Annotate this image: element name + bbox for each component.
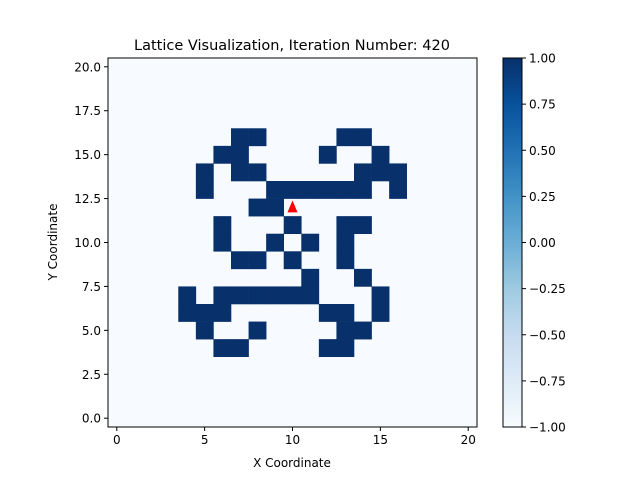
- lattice-cell: [248, 321, 267, 340]
- lattice-cell: [248, 251, 267, 270]
- lattice-cell: [231, 128, 249, 147]
- lattice-cell: [371, 145, 390, 164]
- lattice-cell: [301, 268, 320, 287]
- lattice-cell: [213, 286, 232, 305]
- lattice-cell: [336, 321, 355, 340]
- x-tick-label: 10: [285, 433, 300, 447]
- lattice-cell: [248, 163, 267, 182]
- lattice-cell: [318, 145, 337, 164]
- lattice-cell: [354, 181, 372, 199]
- lattice-cell: [248, 198, 267, 217]
- colorbar-tick-label: −0.75: [529, 374, 566, 388]
- heatmap-plot-area: [107, 57, 478, 428]
- agent-marker-triangle: [287, 200, 298, 213]
- colorbar-tick-label: 0.25: [529, 190, 556, 204]
- lattice-cell: [301, 233, 320, 252]
- lattice-cell: [178, 304, 197, 322]
- y-tick-label: 15.0: [74, 148, 101, 162]
- lattice-cell: [354, 268, 372, 287]
- lattice-cell: [195, 321, 214, 340]
- lattice-cell: [336, 304, 355, 322]
- lattice-cell: [231, 251, 249, 270]
- lattice-cell: [283, 216, 302, 235]
- x-axis-ticks: 0 5 10 15 20: [113, 427, 476, 447]
- colorbar-tick-label: 0.75: [529, 98, 556, 112]
- lattice-cell: [231, 163, 249, 182]
- y-axis-label: Y Coordinate: [46, 204, 60, 282]
- lattice-cell: [213, 145, 232, 164]
- lattice-cell: [318, 181, 337, 199]
- lattice-cell: [178, 286, 197, 305]
- lattice-cell: [283, 286, 302, 305]
- lattice-cells: [178, 128, 408, 358]
- lattice-cell: [371, 304, 390, 322]
- lattice-cell: [354, 163, 372, 182]
- lattice-cell: [213, 339, 232, 358]
- lattice-cell: [213, 216, 232, 235]
- lattice-cell: [266, 233, 285, 252]
- lattice-cell: [266, 198, 285, 217]
- lattice-cell: [283, 251, 302, 270]
- x-axis-label: X Coordinate: [253, 456, 331, 470]
- lattice-cell: [336, 233, 355, 252]
- colorbar-tick-label: 0.00: [529, 236, 556, 250]
- lattice-cell: [318, 339, 337, 358]
- lattice-cell: [371, 286, 390, 305]
- lattice-cell: [301, 286, 320, 305]
- lattice-cell: [389, 163, 408, 182]
- lattice-cell: [231, 339, 249, 358]
- y-tick-label: 10.0: [74, 236, 101, 250]
- lattice-cell: [195, 304, 214, 322]
- colorbar-tick-label: −1.00: [529, 421, 566, 435]
- lattice-cell: [336, 251, 355, 270]
- y-tick-label: 12.5: [74, 192, 101, 206]
- x-tick-label: 0: [113, 433, 121, 447]
- colorbar: 1.00 0.75 0.50 0.25 0.00 −0.25 −0.50 −0.75 −1.00: [502, 52, 566, 435]
- lattice-cell: [389, 181, 408, 199]
- lattice-cell: [213, 233, 232, 252]
- lattice-cell: [248, 286, 267, 305]
- y-tick-label: 0.0: [82, 412, 101, 426]
- agent-marker-layer: [287, 200, 298, 213]
- lattice-cell: [231, 286, 249, 305]
- lattice-cell: [195, 181, 214, 199]
- y-tick-label: 5.0: [82, 324, 101, 338]
- lattice-cell: [283, 181, 302, 199]
- x-tick-label: 15: [373, 433, 388, 447]
- lattice-cell: [195, 163, 214, 182]
- lattice-background: [108, 58, 477, 427]
- lattice-cell: [336, 128, 355, 147]
- lattice-cell: [248, 128, 267, 147]
- y-tick-label: 17.5: [74, 104, 101, 118]
- colorbar-tick-label: 0.50: [529, 144, 556, 158]
- y-tick-label: 7.5: [82, 280, 101, 294]
- colorbar-tick-label: −0.25: [529, 282, 566, 296]
- lattice-cell: [266, 286, 285, 305]
- lattice-cell: [354, 321, 372, 340]
- y-axis-ticks: 0.0 2.5 5.0 7.5 10.0 12.5 15.0 17.5 20.0: [74, 60, 108, 426]
- colorbar-ticks: 1.00 0.75 0.50 0.25 0.00 −0.25 −0.50 −0.75 −1.00: [522, 52, 566, 435]
- y-tick-label: 20.0: [74, 60, 101, 74]
- x-tick-label: 5: [201, 433, 209, 447]
- lattice-cell: [301, 181, 320, 199]
- colorbar-fill: [503, 58, 522, 427]
- lattice-cell: [231, 145, 249, 164]
- lattice-cell: [354, 216, 372, 235]
- lattice-cell: [336, 181, 355, 199]
- y-tick-label: 2.5: [82, 368, 101, 382]
- lattice-cell: [371, 163, 390, 182]
- colorbar-tick-label: 1.00: [529, 52, 556, 66]
- lattice-cell: [336, 216, 355, 235]
- x-tick-label: 20: [461, 433, 476, 447]
- lattice-cell: [354, 128, 372, 147]
- lattice-cell: [266, 181, 285, 199]
- lattice-cell: [213, 304, 232, 322]
- lattice-cell: [336, 339, 355, 358]
- chart-title: Lattice Visualization, Iteration Number:…: [134, 38, 450, 54]
- lattice-cell: [318, 304, 337, 322]
- colorbar-tick-label: −0.50: [529, 328, 566, 342]
